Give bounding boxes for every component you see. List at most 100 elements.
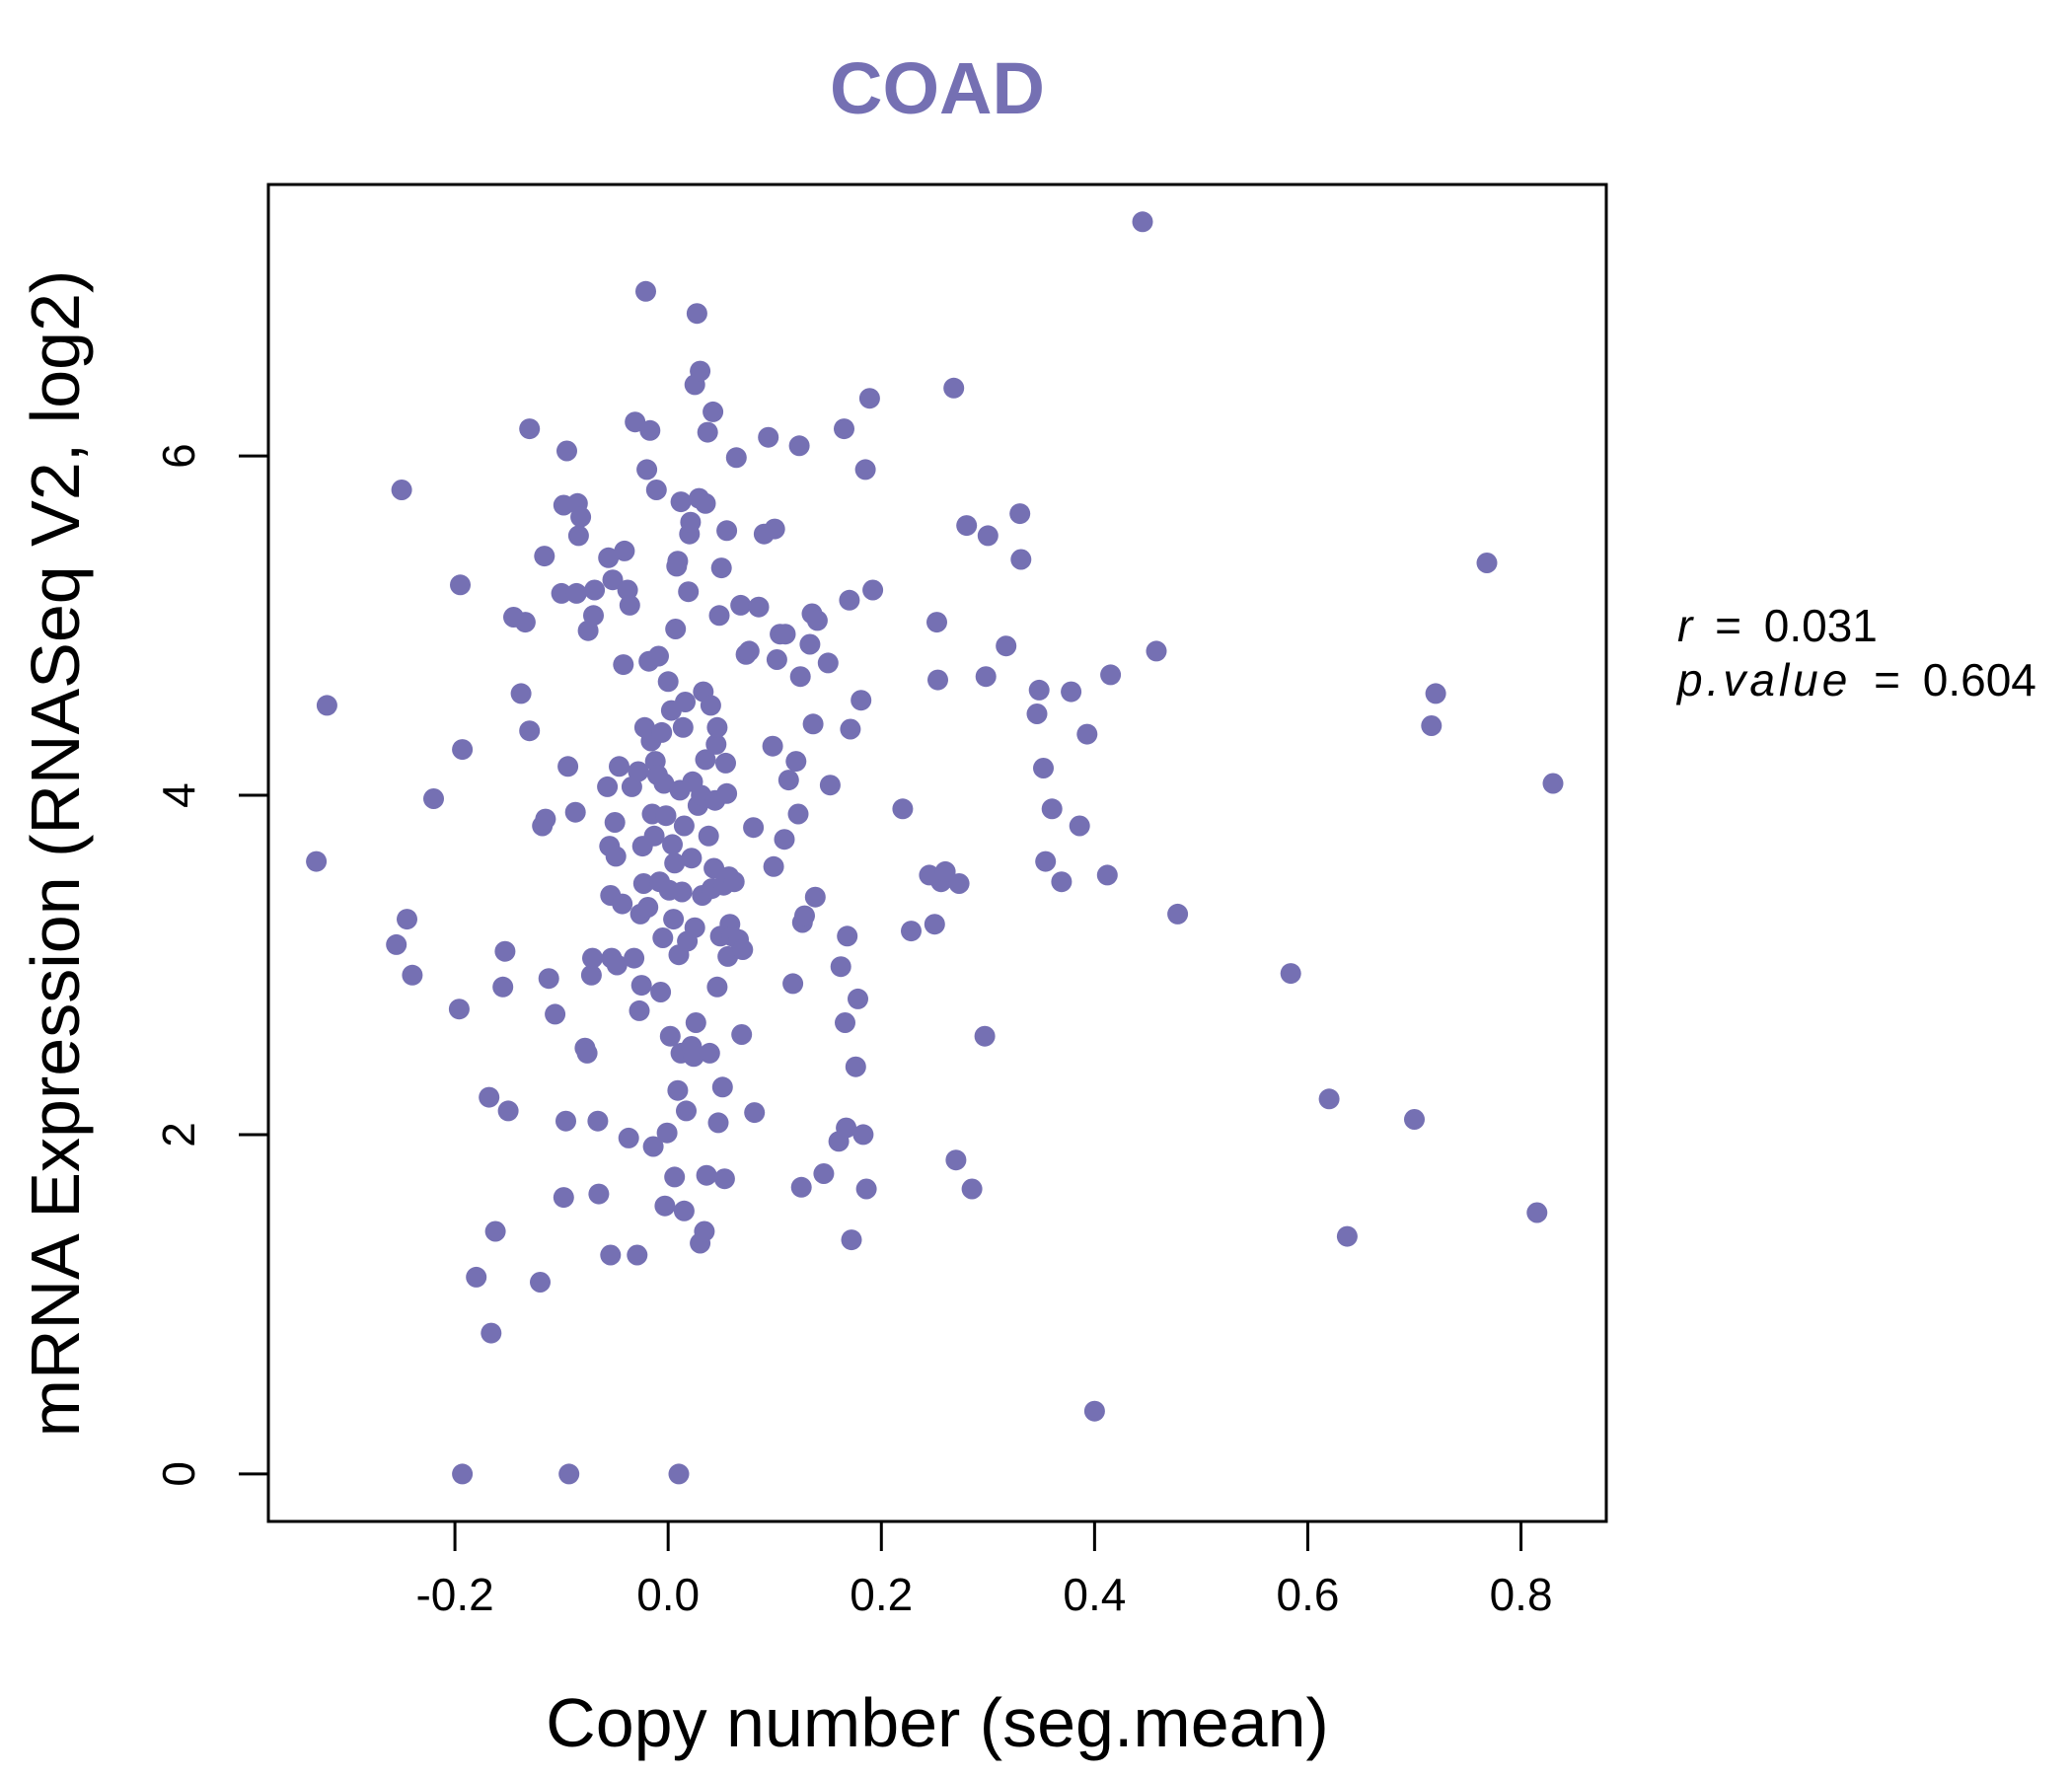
- data-point-79: [636, 459, 658, 481]
- data-point-97: [655, 805, 677, 827]
- data-point-76: [632, 873, 654, 894]
- chart-title: COAD: [830, 47, 1045, 129]
- data-point-132: [686, 303, 707, 325]
- data-point-264: [1526, 1202, 1548, 1223]
- data-point-177: [743, 817, 765, 839]
- data-point-55: [600, 1244, 622, 1266]
- y-tick-label-2: 4: [153, 782, 204, 808]
- data-point-95: [653, 773, 675, 794]
- y-axis-label: mRNA Expression (RNASeq V2, log2): [17, 270, 94, 1438]
- data-point-247: [1051, 871, 1073, 893]
- x-tick-label-5: 0.8: [1490, 1569, 1553, 1620]
- data-point-237: [975, 666, 997, 688]
- data-point-115: [671, 881, 693, 903]
- data-point-213: [840, 718, 861, 740]
- data-point-44: [580, 964, 602, 986]
- data-point-10: [452, 1463, 474, 1485]
- data-point-252: [1096, 864, 1118, 886]
- data-point-107: [665, 619, 687, 639]
- data-point-260: [1404, 1109, 1425, 1130]
- data-point-82: [639, 419, 661, 441]
- data-point-174: [732, 939, 754, 960]
- data-point-144: [697, 421, 718, 443]
- data-point-13: [481, 1322, 502, 1344]
- r-value: 0.031: [1764, 600, 1878, 651]
- data-point-190: [782, 973, 804, 995]
- data-point-187: [774, 829, 795, 851]
- data-point-33: [557, 756, 579, 777]
- data-point-9: [448, 999, 470, 1020]
- data-point-201: [804, 886, 826, 908]
- data-point-207: [830, 956, 851, 978]
- data-point-31: [555, 1110, 576, 1132]
- data-point-99: [657, 671, 679, 693]
- p-stat: p.value = 0.604: [1675, 654, 2036, 705]
- data-point-241: [1010, 549, 1032, 570]
- data-point-45: [582, 947, 603, 969]
- data-point-47: [584, 579, 606, 601]
- data-point-70: [627, 1244, 648, 1266]
- data-point-1: [306, 851, 328, 872]
- data-point-103: [662, 834, 683, 855]
- data-point-154: [706, 716, 728, 738]
- data-point-161: [713, 1168, 735, 1190]
- y-tick-label-1: 2: [153, 1122, 204, 1147]
- y-tick-label-3: 6: [153, 443, 204, 469]
- x-tick-label-3: 0.4: [1063, 1569, 1126, 1620]
- data-point-228: [927, 669, 948, 691]
- data-point-149: [703, 401, 724, 422]
- data-point-215: [845, 1056, 866, 1077]
- data-point-120: [676, 1100, 697, 1122]
- data-point-147: [700, 695, 721, 716]
- data-point-244: [1033, 758, 1054, 778]
- data-point-36: [564, 801, 586, 823]
- data-point-266: [668, 1463, 690, 1485]
- data-point-58: [605, 846, 627, 867]
- data-point-218: [852, 1124, 874, 1146]
- data-point-182: [762, 735, 783, 757]
- data-point-163: [716, 520, 738, 542]
- data-point-116: [672, 716, 694, 738]
- data-point-185: [766, 649, 787, 670]
- data-point-233: [948, 873, 970, 894]
- data-point-159: [711, 1076, 733, 1098]
- data-point-203: [813, 1163, 835, 1184]
- data-point-122: [678, 581, 700, 603]
- data-point-256: [1167, 903, 1189, 925]
- data-point-250: [1076, 723, 1098, 745]
- plot-frame: [266, 183, 1608, 1523]
- data-point-221: [858, 388, 880, 409]
- data-point-60: [609, 756, 629, 777]
- data-point-140: [694, 1221, 715, 1242]
- data-point-3: [397, 909, 417, 930]
- data-point-172: [730, 594, 752, 616]
- data-point-63: [614, 540, 635, 561]
- data-point-217: [851, 690, 872, 711]
- data-point-117: [673, 1200, 695, 1221]
- r-label: r: [1677, 600, 1694, 651]
- data-point-240: [1009, 503, 1031, 525]
- data-point-4: [386, 933, 407, 955]
- data-point-243: [1028, 679, 1050, 701]
- p-label: p.value: [1675, 654, 1851, 705]
- x-tick-label-2: 0.2: [850, 1569, 913, 1620]
- data-point-104: [663, 909, 685, 930]
- data-point-20: [514, 612, 536, 633]
- data-point-146: [699, 1042, 720, 1064]
- data-point-179: [748, 596, 770, 618]
- data-point-178: [744, 1102, 766, 1124]
- data-point-26: [534, 546, 555, 567]
- data-point-5: [402, 964, 423, 986]
- data-point-216: [848, 988, 868, 1009]
- data-point-257: [1280, 963, 1301, 985]
- data-point-131: [685, 1012, 706, 1033]
- data-point-242: [1026, 703, 1048, 724]
- x-tick-label-4: 0.6: [1276, 1569, 1339, 1620]
- data-point-245: [1035, 851, 1057, 872]
- data-point-57: [604, 812, 626, 833]
- p-equals: =: [1874, 654, 1900, 705]
- data-point-188: [775, 624, 796, 645]
- data-point-101: [659, 1025, 681, 1047]
- data-point-239: [996, 635, 1017, 657]
